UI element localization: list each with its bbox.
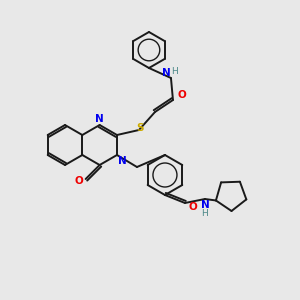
Text: N: N [95, 114, 104, 124]
Text: S: S [136, 123, 144, 133]
Text: O: O [178, 90, 186, 100]
Text: O: O [74, 176, 83, 186]
Text: H: H [172, 68, 178, 76]
Text: N: N [118, 156, 127, 166]
Text: O: O [189, 202, 197, 212]
Text: N: N [201, 200, 209, 210]
Text: N: N [162, 68, 170, 78]
Text: H: H [202, 208, 208, 217]
